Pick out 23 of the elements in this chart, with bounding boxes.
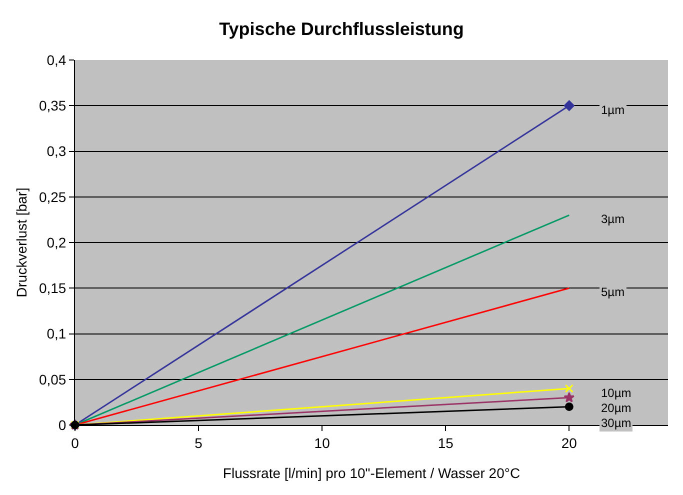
y-tick-label: 0,15 (38, 280, 66, 296)
text: 5µm (601, 285, 625, 299)
y-tick-label: 0,1 (46, 326, 66, 342)
x-axis-title: Flussrate [l/min] pro 10"-Element / Wasser 20°C (222, 465, 520, 482)
x-tick-label: 15 (438, 434, 454, 451)
x-tick-label: 0 (71, 434, 80, 451)
text: 10µm (601, 386, 632, 400)
y-axis-title: Druckverlust [bar] (14, 188, 30, 298)
x-tick-label: 10 (314, 434, 330, 451)
y-tick-label: 0,05 (38, 371, 66, 388)
chart-title: Typische Durchflussleistung (219, 18, 464, 39)
text: 1µm (601, 103, 625, 117)
x-tick-label: 5 (194, 434, 203, 451)
text: 20µm (601, 401, 632, 415)
y-tick-label: 0,3 (46, 143, 66, 160)
y-tick-label: 0,25 (38, 188, 66, 205)
y-tick-label: 0,4 (46, 52, 66, 68)
x-tick-label: 20 (561, 434, 578, 451)
y-tick-label: 0,35 (38, 98, 66, 114)
y-tick-label: 0,2 (46, 234, 66, 250)
y-tick-label: 0 (58, 416, 66, 433)
text: 30µm (601, 416, 632, 430)
text: 3µm (601, 212, 625, 226)
